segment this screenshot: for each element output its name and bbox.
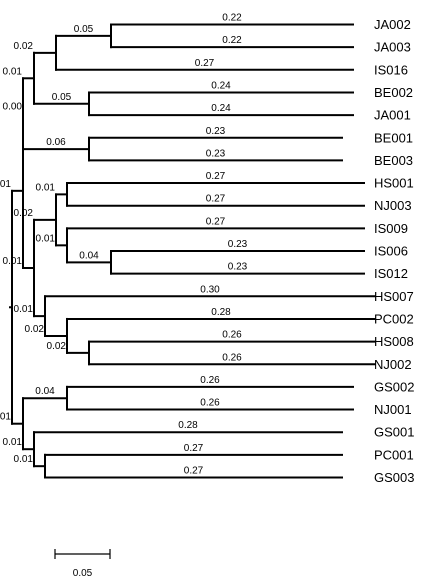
taxon-label: NJ001	[374, 402, 412, 417]
branch-length-label: 0.01	[14, 304, 34, 315]
taxon-label: IS016	[374, 62, 408, 77]
taxon-label: NJ003	[374, 198, 412, 213]
branch-length-label: 0.04	[79, 250, 99, 261]
taxon-label: GS002	[374, 379, 414, 394]
taxon-label: IS012	[374, 266, 408, 281]
branch-length-label: 0.27	[184, 466, 204, 477]
branch-length-labels: 0.01 0.00 0.01 0.02 0.05 0.22 0.22 0.27 0.05 0.24…	[0, 13, 248, 477]
branch-length-label: 0.26	[222, 330, 242, 341]
branch-length-label: 0.00	[3, 102, 23, 113]
taxon-label: GS003	[374, 470, 414, 485]
branch-length-label: 0.05	[74, 24, 94, 35]
taxon-label: PC002	[374, 311, 414, 326]
taxon-label: PC001	[374, 447, 414, 462]
branch-length-label: 0.01	[3, 66, 23, 77]
taxon-label: IS006	[374, 244, 408, 259]
branch-length-label: 0.02	[25, 324, 45, 335]
taxon-label: IS009	[374, 221, 408, 236]
branch-length-label: 0.05	[52, 92, 72, 103]
branch-length-label: 0.01	[36, 233, 56, 244]
taxon-label: JA002	[374, 17, 411, 32]
branch-length-label: 0.30	[200, 284, 220, 295]
branch-length-label: 0.26	[200, 398, 220, 409]
taxon-label: JA003	[374, 40, 411, 55]
branch-length-label: 0.01	[3, 256, 23, 267]
taxon-label: BE003	[374, 153, 413, 168]
branch-length-label: 0.26	[222, 352, 242, 363]
branch-length-label: 0.23	[228, 239, 248, 250]
branch-length-label: 0.28	[178, 420, 198, 431]
taxon-label: BE002	[374, 85, 413, 100]
taxon-label: GS001	[374, 425, 414, 440]
branch-length-label: 0.24	[211, 80, 231, 91]
branch-length-label: 0.24	[211, 103, 231, 114]
branch-length-label: 0.01	[3, 437, 23, 448]
branch-length-label: 0.28	[211, 307, 231, 318]
branch-length-label: 0.01	[36, 182, 56, 193]
branch-length-label: 0.27	[206, 194, 226, 205]
branch-length-label: 0.02	[14, 41, 34, 52]
branch-length-label: 0.06	[46, 137, 66, 148]
branch-length-label: 0.04	[35, 386, 55, 397]
taxon-label: NJ002	[374, 357, 412, 372]
branch-length-label: 0.01	[14, 454, 34, 465]
scale-bar-group: 0.05	[54, 549, 111, 579]
tree-branches	[9, 23, 376, 479]
branch-length-label: 0.27	[184, 443, 204, 454]
branch-length-label: 0.02	[14, 208, 34, 219]
branch-length-label: 0.22	[222, 13, 242, 24]
taxon-label: JA001	[374, 108, 411, 123]
branch-length-label: 0.23	[228, 262, 248, 273]
taxon-label: HS008	[374, 334, 414, 349]
taxon-labels: JA002 JA003 IS016 BE002 JA001 BE001 BE003 HS001…	[374, 17, 414, 485]
branch-length-label: 0.02	[47, 341, 67, 352]
branch-length-label: 0.27	[195, 58, 215, 69]
taxon-label: HS001	[374, 176, 414, 191]
branch-length-label: 0.01	[0, 412, 11, 423]
branch-length-label: 0.26	[200, 375, 220, 386]
scale-bar	[54, 549, 111, 559]
branch-length-label: 0.01	[0, 179, 11, 190]
branch-length-label: 0.23	[206, 126, 226, 137]
taxon-label: BE001	[374, 130, 413, 145]
branch-length-label: 0.27	[206, 216, 226, 227]
branch-length-label: 0.27	[206, 171, 226, 182]
branch-length-label: 0.22	[222, 35, 242, 46]
taxon-label: HS007	[374, 289, 414, 304]
branch-length-label: 0.23	[206, 148, 226, 159]
scale-bar-label: 0.05	[73, 568, 93, 579]
